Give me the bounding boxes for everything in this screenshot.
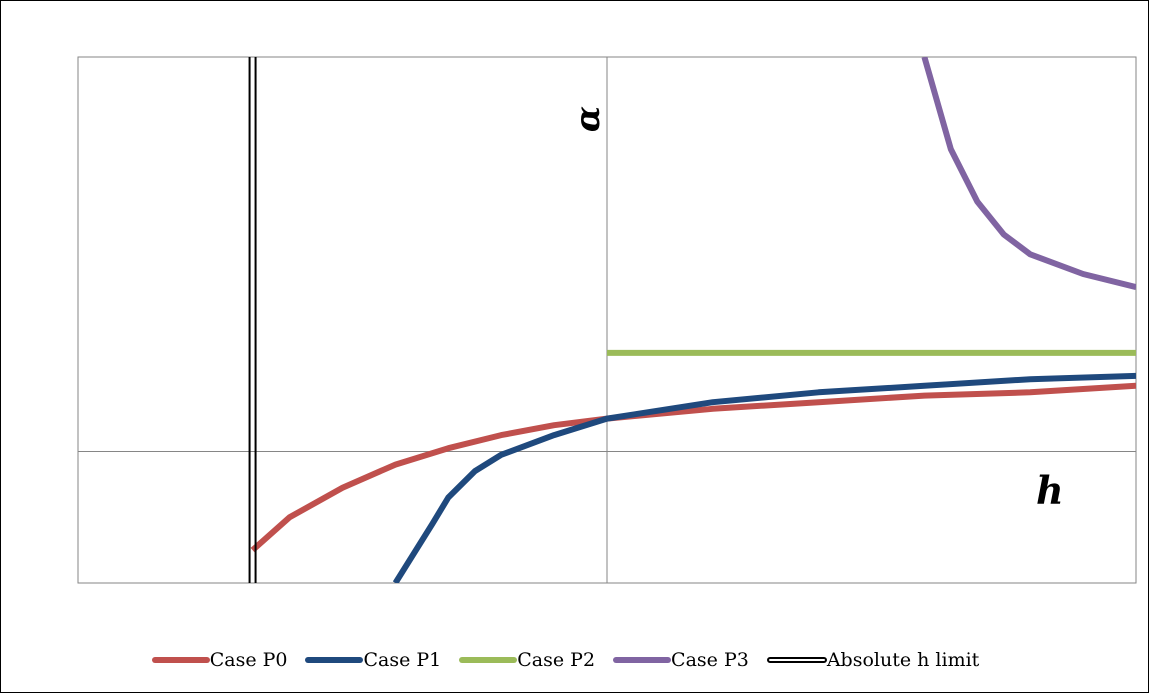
legend-item-case-p2: Case P2 [459,649,595,671]
y-axis-label: α [568,106,608,132]
legend-item-absolute-h-limit: Absolute h limit [766,649,980,671]
series-case-p1-line [392,372,1136,583]
grid-layer [77,56,1137,584]
series-case-p0-line [250,382,1136,553]
legend-swatch-case-p0 [151,657,210,663]
series-layer [248,57,1136,583]
legend-swatch-case-p3 [613,657,672,663]
legend-label-case-p2: Case P2 [517,649,596,671]
series-case-p3-line [921,57,1136,291]
x-axis-label: h [1036,468,1064,513]
legend: Case P0 Case P1 Case P2 Case P3 Absolute h l… [0,645,1149,675]
legend-item-case-p1: Case P1 [305,649,441,671]
legend-label-case-p3: Case P3 [671,649,749,671]
legend-swatch-case-p1 [305,657,364,663]
legend-label-case-p0: Case P0 [209,649,288,671]
legend-item-case-p0: Case P0 [151,649,288,671]
legend-label-absolute-h-limit: Absolute h limit [826,649,980,671]
legend-label-case-p1: Case P1 [363,649,442,671]
legend-item-case-p3: Case P3 [613,649,749,671]
legend-swatch-case-p2 [459,657,518,663]
legend-swatch-absolute-h-limit [766,657,827,663]
